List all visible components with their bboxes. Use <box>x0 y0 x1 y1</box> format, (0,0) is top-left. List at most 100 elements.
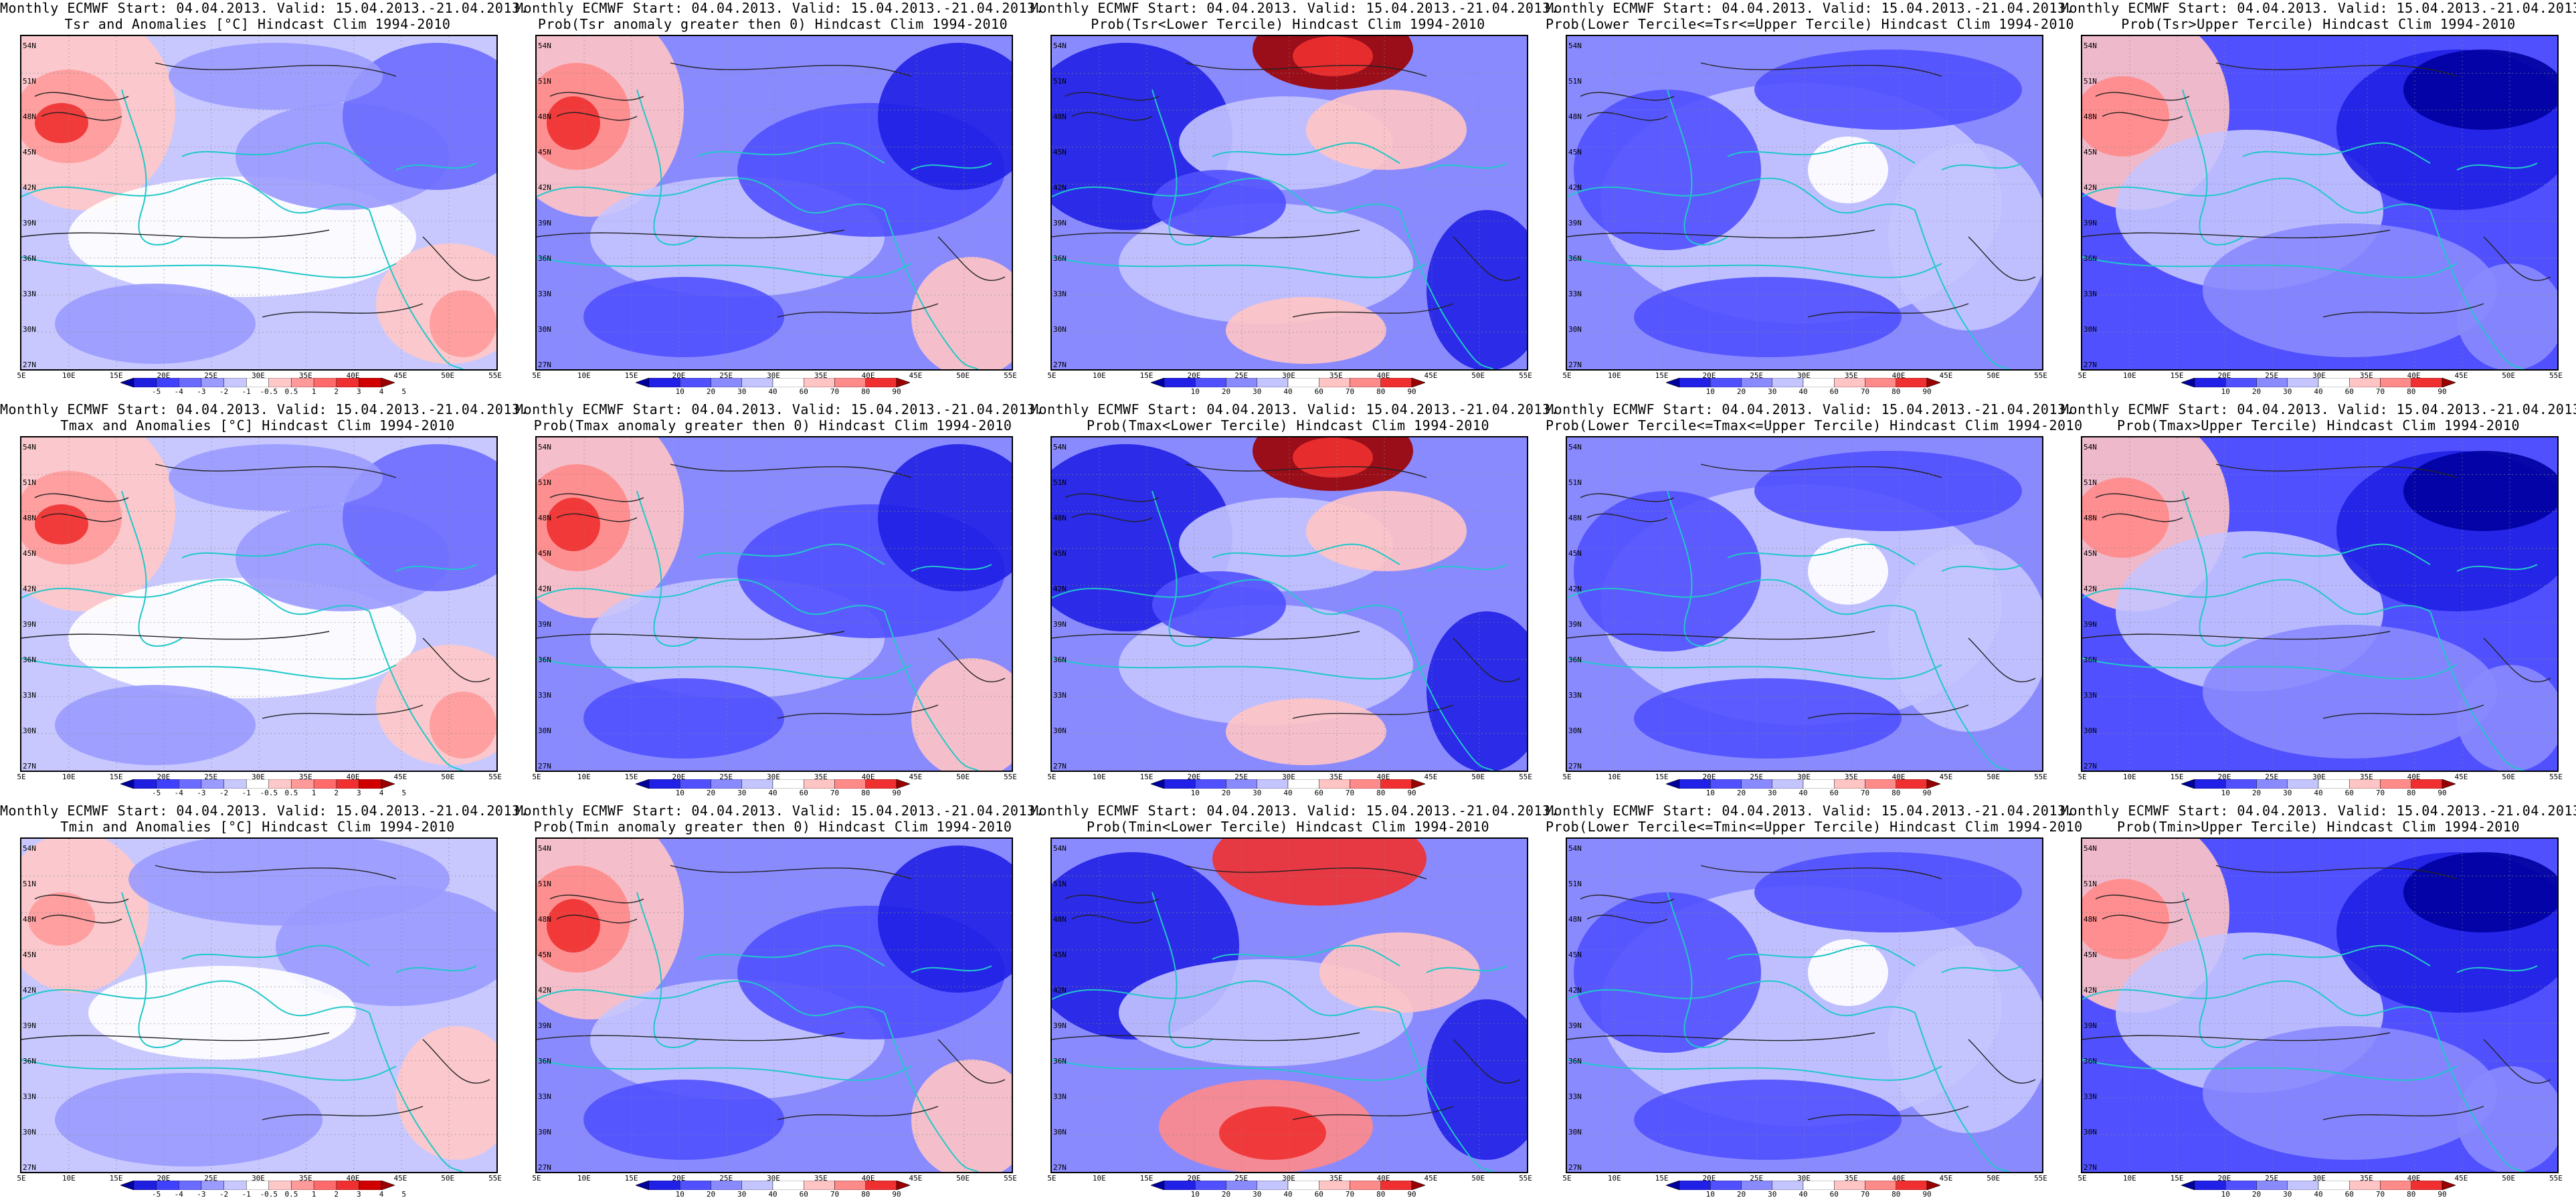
field-shading <box>21 36 496 364</box>
colorbar: 10 20 30 40 60 70 80 90 <box>1666 1181 1940 1201</box>
colorbar-swatch <box>359 1181 382 1190</box>
colorbar-swatch <box>268 779 292 789</box>
coastline <box>697 142 885 164</box>
coastline <box>1727 944 1916 967</box>
colorbar-tick-label: -4 <box>174 789 183 797</box>
lon-label: 30E <box>1797 773 1811 781</box>
lon-label: 50E <box>1471 773 1485 781</box>
lon-label: 5E <box>532 773 541 781</box>
colorbar-tick-label: 10 <box>2221 387 2230 396</box>
lon-label: 45E <box>1939 1174 1953 1183</box>
colorbar-tick-label: 80 <box>861 789 870 797</box>
colorbar-high-arrow <box>1926 779 1940 789</box>
map-field <box>2082 437 2557 771</box>
colorbar-tick-label: -0.5 <box>260 789 278 797</box>
contours <box>21 62 490 318</box>
coastline <box>2082 658 2458 680</box>
colorbar-tick-label: 90 <box>892 387 901 396</box>
lon-label: 30E <box>252 371 265 380</box>
colorbar-swatch <box>201 1181 224 1190</box>
field-blob <box>169 43 383 110</box>
contour-line <box>937 1039 1006 1084</box>
panel-title-line1: Monthly ECMWF Start: 04.04.2013. Valid: … <box>515 401 1044 417</box>
colorbar-ticks: 10 20 30 40 60 70 80 90 <box>2181 789 2456 798</box>
map-panel: Monthly ECMWF Start: 04.04.2013. Valid: … <box>1030 0 1559 401</box>
field-blob <box>2457 665 2557 771</box>
lon-label: 45E <box>393 773 407 781</box>
contour-line <box>262 704 424 719</box>
lon-label: 30E <box>1282 371 1295 380</box>
coastline <box>1426 163 1507 171</box>
coastline <box>1567 658 1942 680</box>
colorbar-swatch <box>1319 779 1350 789</box>
contours <box>1567 62 2036 318</box>
coastline <box>2456 965 2538 973</box>
lon-label: 30E <box>767 773 780 781</box>
colorbar-swatch <box>1380 779 1412 789</box>
lat-label: 27N <box>23 361 36 369</box>
lon-label: 55E <box>2034 773 2047 781</box>
contour-line <box>41 513 122 522</box>
lon-label: 30E <box>252 1174 265 1183</box>
lat-label: 39N <box>1568 620 1582 629</box>
colorbar-tick-label: 20 <box>1221 789 1231 797</box>
colorbar-swatch <box>2287 779 2319 789</box>
coastlines <box>1052 89 1507 369</box>
colorbar-swatch <box>313 779 337 789</box>
lon-label: 50E <box>2502 773 2516 781</box>
field-blob <box>547 498 600 551</box>
lat-label: 51N <box>2084 478 2097 487</box>
field-blob <box>878 43 1012 190</box>
lon-label: 20E <box>2217 1174 2231 1183</box>
coastline <box>395 965 477 973</box>
grid <box>537 839 1012 1172</box>
lat-label: 45N <box>23 950 36 959</box>
field-shading <box>2082 839 2557 1172</box>
field-blob <box>1754 852 2022 932</box>
colorbar-swatch <box>1287 779 1319 789</box>
lat-label: 54N <box>23 443 36 452</box>
colorbar-swatches <box>120 378 395 387</box>
lat-label: 33N <box>538 1092 551 1101</box>
lon-label: 50E <box>441 1174 455 1183</box>
contour-line <box>1052 229 1360 239</box>
field-blob <box>547 96 600 150</box>
map-panel: Monthly ECMWF Start: 04.04.2013. Valid: … <box>0 401 529 803</box>
coastlines <box>537 490 992 771</box>
colorbar: -5 -4 -3 -2 -1 -0.5 0.5 1 2 3 4 5 <box>120 779 406 799</box>
lat-label: 30N <box>1053 325 1067 334</box>
lat-label: 27N <box>538 361 551 369</box>
colorbar-tick-label: 30 <box>737 789 747 797</box>
colorbar-tick-label: 10 <box>1706 1190 1715 1199</box>
coastline <box>395 564 477 572</box>
colorbar-tick-label: -4 <box>174 387 183 396</box>
colorbar-swatch <box>1896 779 1928 789</box>
colorbar-swatch <box>741 1181 773 1190</box>
colorbar: -5 -4 -3 -2 -1 -0.5 0.5 1 2 3 4 5 <box>120 378 406 398</box>
lon-label: 45E <box>1424 371 1438 380</box>
coastline <box>537 256 912 278</box>
lon-label: 35E <box>1844 773 1858 781</box>
contours <box>2082 464 2551 719</box>
colorbar-low-arrow <box>120 1181 134 1190</box>
colorbar-swatch <box>804 1181 835 1190</box>
map-field <box>1567 839 2042 1172</box>
colorbar-tick-label: 30 <box>2283 789 2292 797</box>
coastlines <box>1567 490 2023 771</box>
lon-label: 35E <box>298 371 312 380</box>
contours <box>537 62 1006 318</box>
contour-line <box>1968 1039 2036 1084</box>
lat-label: 54N <box>538 41 551 50</box>
colorbar-tick-label: 1 <box>311 387 316 396</box>
colorbar-swatch <box>834 779 866 789</box>
grid <box>1567 36 2042 369</box>
coastline <box>636 892 698 1048</box>
lon-label: 55E <box>1004 371 1017 380</box>
field-blob <box>583 1080 784 1160</box>
contours <box>2082 62 2551 318</box>
colorbar: 10 20 30 40 60 70 80 90 <box>1666 779 1940 799</box>
lat-label: 39N <box>538 219 551 227</box>
contour-line <box>1071 112 1153 121</box>
lon-label: 40E <box>1376 773 1390 781</box>
colorbar-swatch <box>313 378 337 387</box>
